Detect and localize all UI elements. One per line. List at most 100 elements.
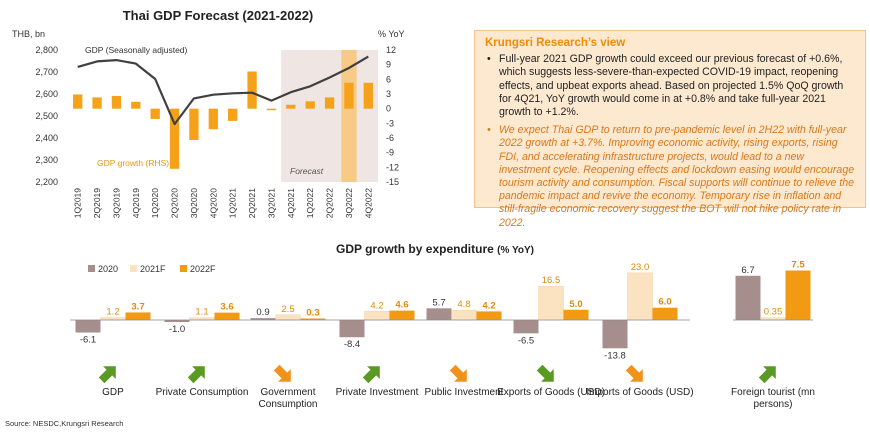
category-label: Government Consumption — [258, 387, 318, 410]
bar-value-label: 0.9 — [256, 307, 269, 318]
x-tick-label: 1Q2019 — [73, 188, 83, 219]
growth-bar — [131, 101, 141, 109]
bottom-chart-title: GDP growth by expenditure — [336, 242, 494, 256]
expenditure-bar — [476, 311, 502, 320]
bar-value-label: 2.5 — [281, 304, 294, 315]
legend-label: 2021F — [140, 264, 166, 274]
x-tick-label: 1Q2020 — [150, 188, 160, 219]
bar-value-label: 4.2 — [370, 300, 383, 311]
growth-bar — [324, 97, 335, 109]
growth-bar — [344, 82, 354, 109]
expenditure-bar — [300, 318, 326, 320]
expenditure-bar — [275, 314, 301, 321]
bar-value-label: 23.0 — [631, 262, 650, 273]
bar-value-label: 0.3 — [306, 308, 319, 319]
left-tick-label: 2,200 — [35, 177, 58, 187]
x-tick-label: 4Q2019 — [131, 188, 141, 219]
x-tick-label: 4Q2021 — [286, 188, 296, 219]
bar-value-label: 5.7 — [432, 297, 445, 308]
expenditure-bar — [426, 308, 452, 320]
growth-bar — [169, 108, 180, 169]
legend-label: 2022F — [190, 264, 216, 274]
gdp-line-path — [77, 55, 369, 126]
bar-value-label: 5.0 — [569, 299, 582, 310]
arrow-up-icon — [98, 366, 116, 384]
arrow-shape — [362, 366, 380, 384]
expenditure-bar — [164, 320, 190, 323]
growth-bar — [189, 108, 199, 140]
arrow-up-icon — [758, 366, 776, 384]
x-tick-label: 3Q2021 — [266, 188, 276, 219]
legend-swatch — [180, 265, 187, 272]
arrow-shape — [536, 364, 554, 382]
expenditure-bar — [785, 270, 811, 320]
right-tick-label: 0 — [386, 104, 391, 114]
bar-value-label: 4.6 — [395, 300, 408, 311]
source-note: Source: NESDC,Krungsri Research — [5, 419, 124, 428]
growth-bar — [305, 101, 315, 109]
category-label: Exports of Goods (USD) — [497, 387, 605, 398]
legend-swatch — [130, 265, 137, 272]
growth-label: GDP growth (RHS) — [97, 158, 169, 168]
x-tick-label: 2Q2019 — [92, 188, 102, 219]
bar-value-label: -1.0 — [169, 324, 185, 335]
expenditure-bars: -6.1 1.2 3.7 -1.0 1.1 3.6 0.9 2.5 0.3 -8.4 4.2 4.6 5… — [70, 260, 813, 361]
gdp-line — [77, 55, 369, 126]
expenditure-bar — [214, 312, 240, 320]
bar-value-label: 3.7 — [131, 301, 144, 312]
forecast-shade — [281, 50, 378, 182]
expenditure-bar — [339, 320, 365, 338]
bar-value-label: 6.7 — [741, 265, 754, 276]
expenditure-bar — [125, 312, 151, 320]
research-view-title: Krungsri Research’s view — [485, 37, 626, 49]
expenditure-bar — [100, 317, 126, 321]
growth-bar — [363, 82, 373, 109]
arrow-down-icon — [449, 364, 467, 382]
top-axes: 2,200 2,300 2,400 2,500 2,600 2,700 2,800 -15 -1… — [35, 45, 399, 218]
growth-bar — [286, 104, 296, 109]
category-label: Private Consumption — [155, 387, 249, 398]
arrow-up-icon — [362, 366, 380, 384]
x-tick-label: 3Q2020 — [189, 188, 199, 219]
right-tick-label: -9 — [386, 148, 394, 158]
category-label: GDP — [102, 387, 124, 398]
arrow-up-icon — [187, 366, 205, 384]
left-tick-label: 2,400 — [35, 133, 58, 143]
bar-value-label: 0.35 — [764, 307, 783, 318]
arrow-shape — [98, 366, 116, 384]
left-tick-label: 2,600 — [35, 89, 58, 99]
expenditure-bar — [513, 320, 539, 334]
forecast-region — [281, 50, 378, 182]
svg-text:GDP growth by expenditure: GDP growth by expenditure (% YoY) — [336, 242, 534, 256]
bar-value-label: 4.8 — [457, 299, 470, 310]
expenditure-bar — [389, 310, 415, 320]
growth-bars — [73, 71, 373, 169]
expenditure-bar — [735, 275, 761, 320]
right-tick-label: -3 — [386, 118, 394, 128]
expenditure-bar — [538, 285, 564, 321]
expenditure-bar — [250, 318, 276, 320]
x-tick-label: 3Q2019 — [111, 188, 121, 219]
category-label: Imports of Goods (USD) — [586, 387, 694, 398]
expenditure-bar — [75, 320, 101, 333]
view-bullet-2: We expect Thai GDP to return to pre-pand… — [485, 124, 855, 230]
view-bullet-1: Full-year 2021 GDP growth could exceed o… — [485, 53, 855, 119]
gdp-line-label: GDP (Seasonally adjusted) — [85, 45, 188, 55]
arrow-shape — [449, 364, 467, 382]
growth-bar — [247, 71, 257, 109]
expenditure-bar — [652, 307, 678, 320]
bar-value-label: 1.2 — [106, 307, 119, 318]
legend-swatch — [88, 265, 95, 272]
expenditure-bar — [364, 311, 390, 321]
right-tick-label: 12 — [386, 45, 396, 55]
expenditure-bar — [563, 309, 589, 320]
arrows — [98, 364, 776, 384]
arrow-shape — [625, 364, 643, 382]
growth-bar — [111, 95, 122, 109]
bar-value-label: 6.0 — [658, 297, 671, 308]
bar-value-label: 1.1 — [195, 307, 208, 318]
x-tick-label: 2Q2021 — [247, 188, 257, 219]
right-axis-unit: % YoY — [378, 29, 405, 39]
growth-bar — [228, 108, 238, 121]
left-tick-label: 2,500 — [35, 111, 58, 121]
